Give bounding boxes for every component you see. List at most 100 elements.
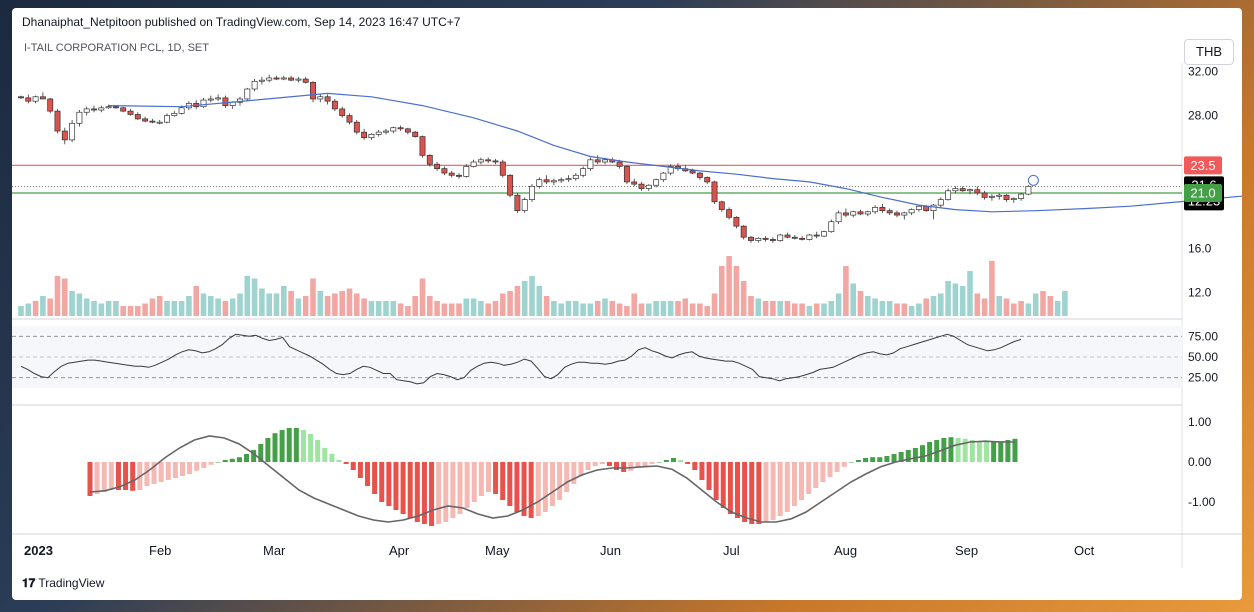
volume-bar (660, 301, 667, 316)
volume-bar (288, 291, 294, 316)
macd-bar (599, 462, 605, 464)
currency-selector[interactable]: THB (1184, 39, 1234, 65)
macd-bar (336, 460, 342, 462)
candle (266, 74, 273, 83)
macd-bar (855, 460, 861, 462)
macd-bar (806, 462, 812, 494)
macd-bar (678, 460, 684, 462)
volume-bar (755, 298, 762, 316)
volume-bar (186, 296, 192, 316)
volume-bar (193, 286, 199, 316)
candle (981, 190, 988, 200)
candle (842, 208, 849, 218)
time-axis: 2023 Feb Mar Apr May Jun Jul Aug Sep Oct (24, 543, 1095, 558)
candle (273, 75, 280, 81)
candle (164, 113, 170, 124)
macd-bar (863, 458, 869, 462)
macd-bar (343, 462, 349, 464)
volume-bar (259, 288, 265, 316)
candle (806, 233, 813, 241)
candle (974, 186, 981, 196)
macd-bar (1005, 440, 1011, 462)
macd-bar (507, 462, 513, 506)
macd-bar (948, 437, 954, 462)
volume-bar (427, 296, 433, 316)
volume-bar (894, 303, 900, 316)
candle (251, 79, 258, 92)
macd-bar (927, 442, 933, 462)
volume-bar (916, 303, 922, 316)
macd-bar (898, 452, 904, 462)
candle (222, 95, 229, 108)
volume-bar (346, 288, 353, 316)
macd-bar (357, 462, 363, 478)
volume-bar (229, 298, 236, 316)
volume-bar (76, 293, 83, 316)
macd-bar (101, 462, 107, 492)
macd-bar (713, 462, 719, 500)
volume-bar (281, 286, 287, 316)
price-tick-label: 32.00 (1188, 64, 1218, 78)
candle (988, 194, 995, 201)
macd-bar (606, 462, 612, 466)
macd-bar (471, 462, 477, 502)
chart-canvas[interactable]: 32.00 28.00 16.0 12.0 75.00 50.00 25.00 1.00 0.0… (12, 8, 1242, 600)
macd-bar (172, 462, 178, 478)
volume-bar (18, 306, 24, 316)
candle (361, 128, 368, 140)
candle (996, 192, 1003, 200)
macd-bar (998, 441, 1004, 462)
macd-bar (478, 462, 484, 496)
macd-signal-line (89, 435, 1015, 523)
macd-bar (165, 462, 171, 480)
candle (390, 126, 397, 134)
candle (200, 97, 207, 108)
volume-bar (638, 303, 645, 316)
volume-bar (383, 301, 389, 316)
candle (733, 216, 740, 229)
publisher-caption: Dhanaiphat_Netpitoon published on Tradin… (22, 15, 461, 29)
macd-bar (180, 462, 185, 476)
volume-bar (405, 306, 411, 316)
candle (61, 127, 68, 145)
candle (872, 205, 879, 214)
macd-bar (407, 462, 413, 518)
macd-bar (443, 462, 449, 522)
macd-bar (521, 462, 527, 516)
volume-bar (989, 261, 995, 316)
volume-bar (653, 301, 659, 316)
volume-bar (1025, 303, 1032, 316)
volume-bar (113, 301, 119, 316)
macd-bar (414, 462, 420, 522)
month-label: Sep (955, 543, 978, 558)
macd-bar (592, 462, 598, 466)
volume-bar (587, 303, 594, 316)
volume-bar (602, 298, 608, 316)
macd-bar (877, 457, 883, 462)
volume-bar (317, 291, 324, 316)
macd-bar (528, 462, 534, 518)
volume-bar (354, 293, 360, 316)
volume-bar (594, 301, 601, 316)
volume-bar (47, 298, 53, 316)
candle (397, 125, 404, 132)
tradingview-logo[interactable]: 𝟏𝟕 TradingView (22, 576, 104, 591)
candle (784, 232, 791, 239)
month-label: Jun (600, 543, 621, 558)
candle (777, 233, 784, 242)
candle (47, 97, 54, 114)
candle (769, 237, 776, 243)
candle (864, 210, 871, 217)
macd-bar (485, 462, 491, 492)
volume-bar (1018, 301, 1024, 316)
macd-bar (635, 462, 641, 468)
candle (324, 94, 331, 105)
macd-bar (244, 454, 250, 462)
candle (244, 87, 251, 102)
volume-bar (667, 301, 674, 316)
candle (441, 166, 448, 176)
macd-bar (905, 450, 911, 462)
volume-bar (222, 301, 229, 316)
volume-bar (609, 301, 616, 316)
macd-bar (656, 462, 662, 463)
